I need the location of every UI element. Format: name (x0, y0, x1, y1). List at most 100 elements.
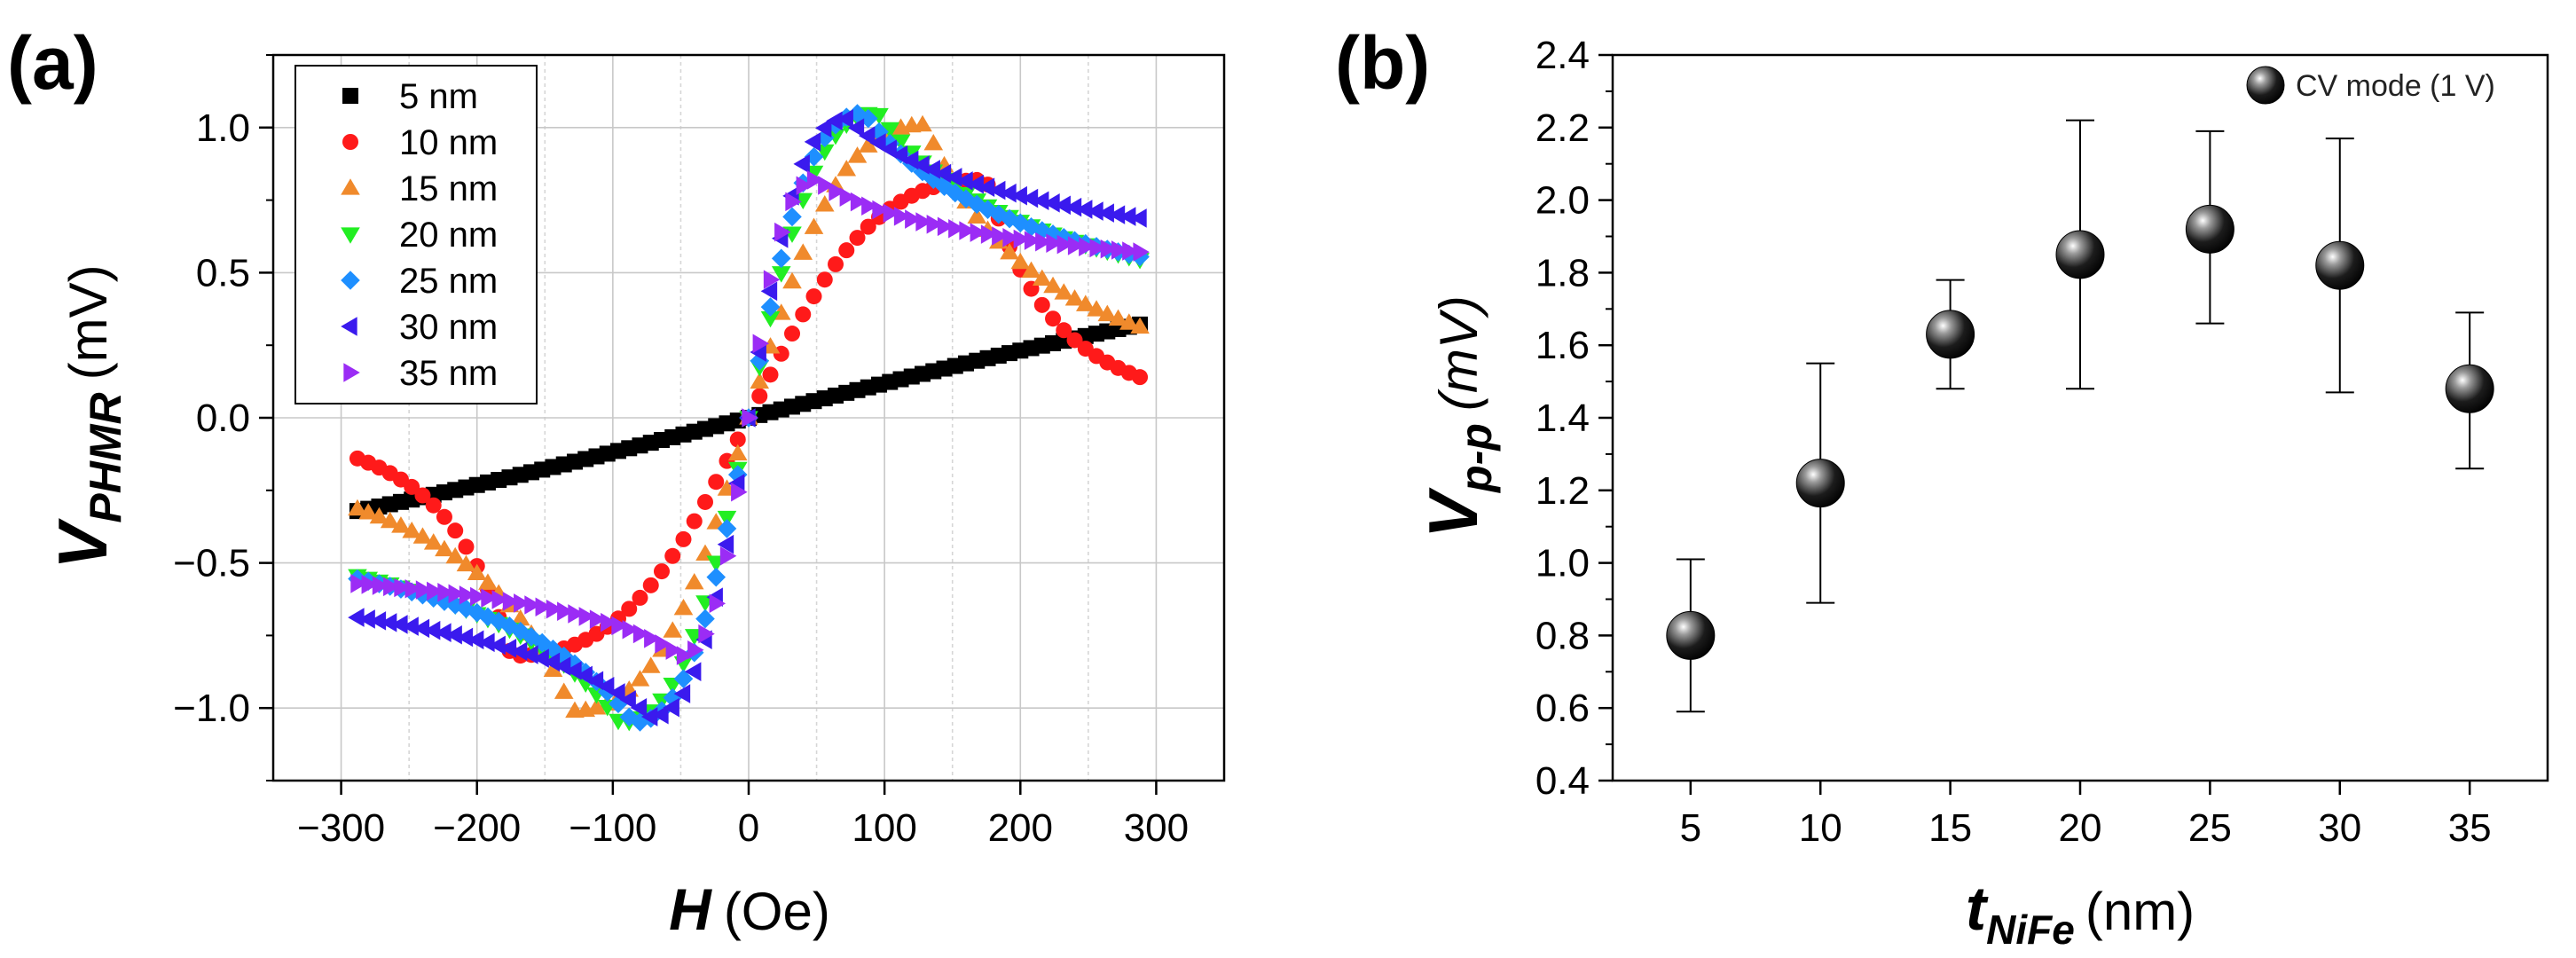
data-point (467, 563, 487, 581)
panel-b-ytick-label: 0.8 (1535, 614, 1590, 657)
panel-a-xtick-label: 0 (738, 806, 759, 850)
data-point (750, 372, 770, 389)
data-point (945, 168, 962, 187)
data-point (937, 216, 954, 237)
panel-b-xlabel-sub: NiFe (1986, 907, 2075, 953)
data-point (847, 104, 868, 123)
panel-b-ytick-label: 1.2 (1535, 469, 1590, 513)
data-point (923, 133, 944, 151)
legend-marker-25nm (341, 271, 360, 290)
data-point (858, 126, 876, 145)
data-point (1119, 313, 1139, 330)
legend-marker-15nm (341, 178, 360, 195)
data-point (423, 588, 444, 609)
data-point (1111, 240, 1128, 260)
data-point (673, 669, 694, 689)
data-point (1000, 183, 1017, 203)
panel-b-xlabel: tNiFe (nm) (1966, 874, 2195, 953)
data-point (546, 599, 563, 619)
data-point (883, 203, 900, 224)
data-point (814, 128, 835, 148)
panel-b-legend-marker (2246, 66, 2285, 105)
data-point (970, 223, 987, 242)
data-point (1033, 296, 1050, 313)
data-point (1054, 283, 1074, 300)
data-point (771, 266, 791, 283)
legend-label-10nm: 10 nm (399, 123, 498, 162)
panel-a-ylabel-sub: PHMR (81, 392, 130, 522)
panel-a-ytick-label: −1.0 (173, 687, 250, 730)
data-point (1056, 322, 1072, 339)
data-point (404, 578, 422, 599)
data-point (601, 612, 617, 632)
data-point (502, 592, 520, 611)
data-point (1100, 239, 1118, 259)
data-point (992, 226, 1009, 246)
data-point (1666, 610, 1716, 660)
data-point (350, 574, 367, 593)
data-point (1000, 242, 1019, 260)
data-point (652, 704, 669, 725)
data-point (437, 583, 454, 602)
data-point (836, 109, 853, 129)
data-point (717, 519, 737, 538)
data-point (1132, 369, 1149, 386)
data-point (632, 624, 650, 644)
data-point (597, 682, 617, 702)
data-point (448, 584, 466, 604)
panel-b-axes: 5 10 15 20 25 30 35 0.4 0.6 0.8 1.0 1.2 1.4 1.6 1.8 2.0… (1535, 34, 2492, 850)
data-point (394, 577, 411, 598)
panel-a-xlabel-main: H (669, 876, 712, 942)
panel-b: (b) 5 10 15 20 25 30 35 0.4 0.6 0.8 1.0 1.2 1.4 1.6 1.… (1335, 21, 2549, 953)
data-point (663, 621, 683, 638)
data-point (869, 133, 886, 153)
legend-marker-35nm (343, 363, 360, 382)
panel-a-legend-box (295, 65, 538, 404)
data-point (458, 538, 475, 555)
panel-a-grid (273, 55, 1224, 781)
data-point (655, 634, 671, 654)
data-point (415, 580, 433, 600)
data-point (956, 171, 973, 191)
data-point (423, 533, 444, 550)
data-point (358, 609, 375, 629)
data-point (663, 697, 679, 718)
data-point (2055, 230, 2105, 279)
legend-marker-30nm (341, 317, 357, 336)
legend-label-5nm: 5 nm (399, 77, 478, 116)
data-point (1075, 294, 1096, 311)
panel-a-ytick-label: 1.0 (196, 106, 250, 150)
panel-a-label: (a) (7, 21, 98, 105)
data-point (829, 182, 845, 201)
panel-b-ytick-label: 2.2 (1535, 106, 1590, 150)
data-point (850, 192, 868, 212)
data-point (1043, 193, 1060, 213)
data-point (524, 595, 541, 615)
data-point (1108, 309, 1128, 326)
data-point (1046, 233, 1063, 253)
data-point (806, 170, 824, 190)
data-point (644, 629, 661, 648)
data-point (698, 624, 715, 644)
data-point (2315, 240, 2365, 290)
data-point (796, 176, 813, 196)
data-point (673, 684, 691, 703)
panel-a-ylabel-main: V (43, 518, 122, 569)
data-point (967, 174, 984, 194)
data-point (793, 154, 810, 174)
panel-b-ylabel-sub: p-p (1451, 423, 1501, 494)
data-point (818, 176, 835, 195)
data-point (554, 682, 574, 699)
data-point (630, 670, 650, 687)
data-point (665, 640, 683, 660)
panel-b-point-group (2055, 119, 2105, 390)
data-point (380, 613, 397, 632)
panel-b-point-group (1926, 279, 1975, 390)
data-point (673, 598, 694, 616)
data-point (522, 645, 538, 664)
panel-a-data (348, 104, 1150, 732)
data-point (510, 609, 530, 626)
data-point (891, 134, 911, 152)
panel-a-xtick-label: 300 (1124, 806, 1189, 850)
data-point (706, 567, 726, 587)
